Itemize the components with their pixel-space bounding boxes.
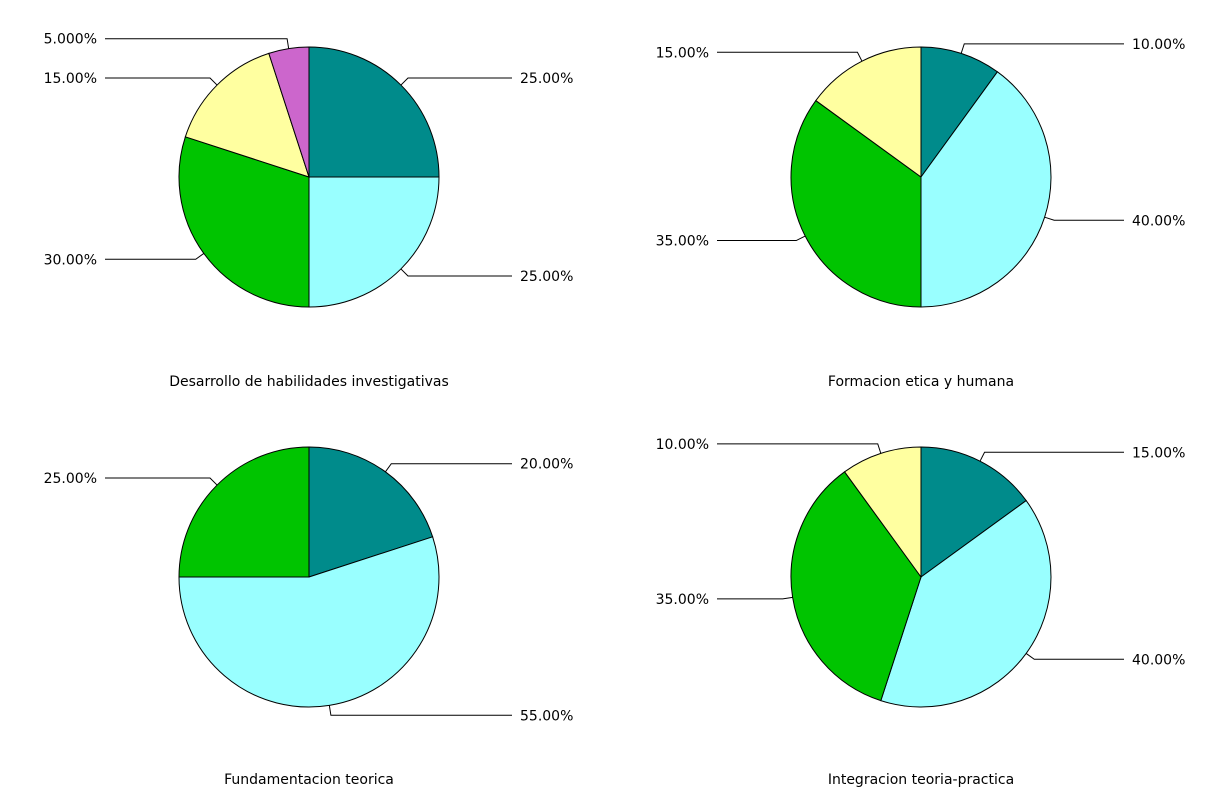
pie-chart-1: Desarrollo de habilidades investigativas… — [44, 32, 574, 390]
slice-percent-label: 40.00% — [1132, 213, 1185, 229]
leader-line — [105, 77, 218, 86]
leader-line — [105, 253, 205, 260]
leader-line — [400, 77, 512, 86]
pie-slice — [178, 446, 310, 578]
slice-percent-label: 15.00% — [656, 45, 709, 61]
slice-percent-label: 20.00% — [520, 457, 573, 473]
slice-percent-label: 5.000% — [44, 32, 97, 48]
leader-line — [960, 43, 1124, 54]
leader-line — [105, 38, 290, 49]
leader-line — [717, 51, 863, 62]
pie-slice — [920, 71, 1052, 308]
leader-line — [385, 463, 512, 473]
slice-percent-label: 55.00% — [520, 708, 573, 724]
slice-percent-label: 35.00% — [656, 592, 709, 608]
slice-percent-label: 25.00% — [520, 269, 573, 285]
leader-line — [717, 235, 806, 242]
leader-line — [717, 596, 793, 600]
pie-chart-4: Integracion teoria-practica 15.00% 40.00%… — [656, 437, 1186, 788]
pie-slice — [815, 46, 922, 178]
leader-line — [105, 477, 218, 486]
leader-line — [400, 268, 512, 277]
pie-slice — [790, 471, 922, 702]
pie-slice — [790, 99, 922, 308]
slice-percent-label: 10.00% — [1132, 37, 1185, 53]
pie-slice — [920, 446, 1027, 578]
pie-slice — [308, 46, 440, 178]
pie-slice — [184, 52, 310, 178]
slice-percent-label: 40.00% — [1132, 652, 1185, 668]
pie-slice — [268, 46, 310, 178]
pie-slice — [178, 536, 440, 708]
slice-percent-label: 35.00% — [656, 234, 709, 250]
slice-percent-label: 25.00% — [44, 471, 97, 487]
slice-percent-label: 30.00% — [44, 252, 97, 268]
pie-chart-2: Formacion etica y humana 10.00% 40.00% 35.… — [656, 37, 1186, 390]
pie-slice — [920, 46, 999, 179]
slice-percent-label: 25.00% — [520, 71, 573, 87]
leader-line — [717, 443, 882, 454]
chart-title: Formacion etica y humana — [828, 374, 1014, 390]
leader-line — [1044, 216, 1124, 221]
leader-line — [1025, 653, 1124, 660]
slice-percent-label: 10.00% — [656, 437, 709, 453]
leader-line — [328, 705, 512, 716]
pie-chart-3: Fundamentacion teorica 20.00% 55.00% 25.00… — [44, 446, 573, 788]
pie-slice — [843, 446, 922, 579]
chart-title: Integracion teoria-practica — [828, 772, 1014, 788]
slice-percent-label: 15.00% — [1132, 445, 1185, 461]
pie-slice — [880, 499, 1052, 708]
chart-title: Fundamentacion teorica — [224, 772, 394, 788]
slice-percent-label: 15.00% — [44, 71, 97, 87]
chart-title: Desarrollo de habilidades investigativas — [169, 374, 449, 390]
pie-slice — [308, 176, 440, 308]
leader-line — [979, 451, 1124, 462]
